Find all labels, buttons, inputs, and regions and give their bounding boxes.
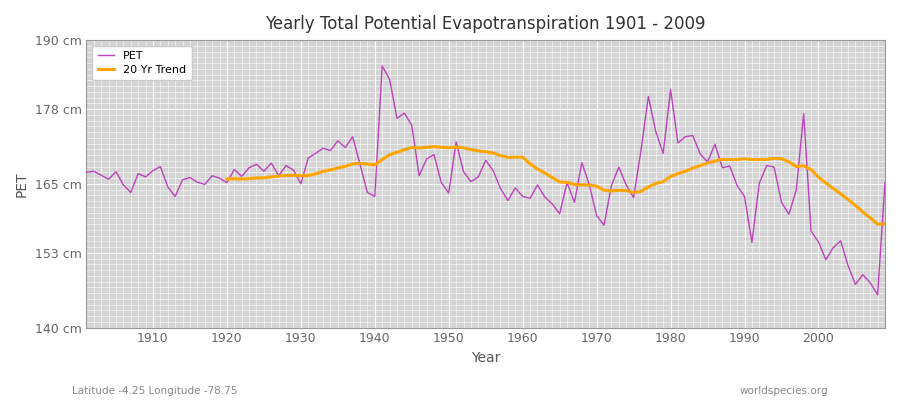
20 Yr Trend (858, 210, 868, 214)
Y-axis label: PET: PET (15, 171, 29, 197)
20 Yr Trend (688, 166, 698, 170)
20 Yr Trend (776, 156, 787, 161)
PET (614, 165, 625, 170)
PET (347, 134, 358, 139)
PET (302, 156, 313, 160)
Title: Yearly Total Potential Evapotranspiration 1901 - 2009: Yearly Total Potential Evapotranspiratio… (266, 15, 706, 33)
20 Yr Trend (221, 176, 232, 181)
X-axis label: Year: Year (471, 351, 500, 365)
Line: PET: PET (86, 66, 885, 295)
20 Yr Trend (872, 222, 883, 227)
20 Yr Trend (791, 164, 802, 169)
Text: worldspecies.org: worldspecies.org (740, 386, 828, 396)
PET (81, 170, 92, 175)
PET (879, 180, 890, 185)
20 Yr Trend (421, 145, 432, 150)
PET (377, 64, 388, 68)
PET (518, 194, 528, 199)
PET (140, 174, 151, 179)
20 Yr Trend (879, 222, 890, 226)
PET (525, 196, 535, 201)
PET (872, 292, 883, 297)
20 Yr Trend (428, 144, 439, 149)
Line: 20 Yr Trend: 20 Yr Trend (227, 147, 885, 224)
Legend: PET, 20 Yr Trend: PET, 20 Yr Trend (92, 46, 192, 80)
20 Yr Trend (310, 171, 321, 176)
Text: Latitude -4.25 Longitude -78.75: Latitude -4.25 Longitude -78.75 (72, 386, 238, 396)
